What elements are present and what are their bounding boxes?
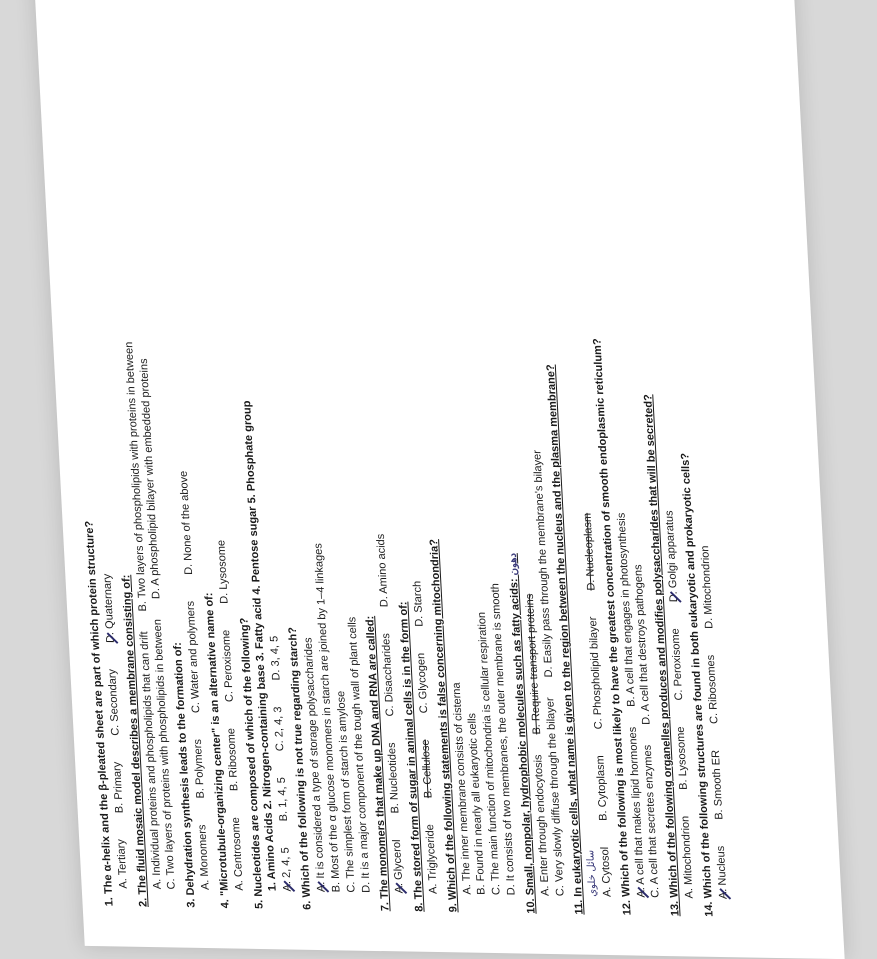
q3-a: A. Monomers <box>195 824 213 890</box>
q11-a: A. Cytosol <box>597 847 614 897</box>
q8-d: D. Starch <box>410 581 427 627</box>
q1-d: D. Quaternary <box>100 574 118 643</box>
q5-c: C. 2, 4, 3 <box>271 706 288 751</box>
q5-b: B. 1, 4, 5 <box>274 777 291 821</box>
q1-b: B. Primary <box>109 762 127 814</box>
hand-note-10: دهون <box>507 553 519 575</box>
q4-d: D. Lysosome <box>214 540 232 604</box>
worksheet-page: 1. The α-helix and the β-pleated sheet a… <box>33 0 844 959</box>
q14-b: B. Smooth ER <box>708 750 726 820</box>
q3-b: B. Polymers <box>190 739 208 799</box>
q5-d: D. 3, 4, 5 <box>267 636 284 681</box>
q4-a: A. Centrosome <box>228 817 247 891</box>
q8-a: A. Triglyceride <box>422 824 440 894</box>
q7-d: D. Amino acids <box>374 534 393 608</box>
q5-a: A. 2, 4, 5 <box>278 847 295 891</box>
q7-b: B. Nucleotides <box>384 742 403 813</box>
q4-b: B. Ribosome <box>223 728 241 791</box>
q1-a: A. Tertiary <box>113 839 130 889</box>
q14-c: C. Ribosomes <box>703 655 721 724</box>
q13-c: C. Peroxisome <box>668 628 687 700</box>
q7-a: A. Glycerol <box>390 839 408 893</box>
q4-c: C. Peroxisome <box>218 630 237 702</box>
q13-b: B. Lysosome <box>673 726 691 790</box>
q1-c: C. Secondary <box>105 669 123 736</box>
q11-b: B. Cytoplasm <box>593 755 611 821</box>
q8-c: C. Glycogen <box>413 653 431 714</box>
q14-a: A. Nucleus <box>713 846 731 900</box>
q8-b: B. Cellulose <box>418 739 436 798</box>
